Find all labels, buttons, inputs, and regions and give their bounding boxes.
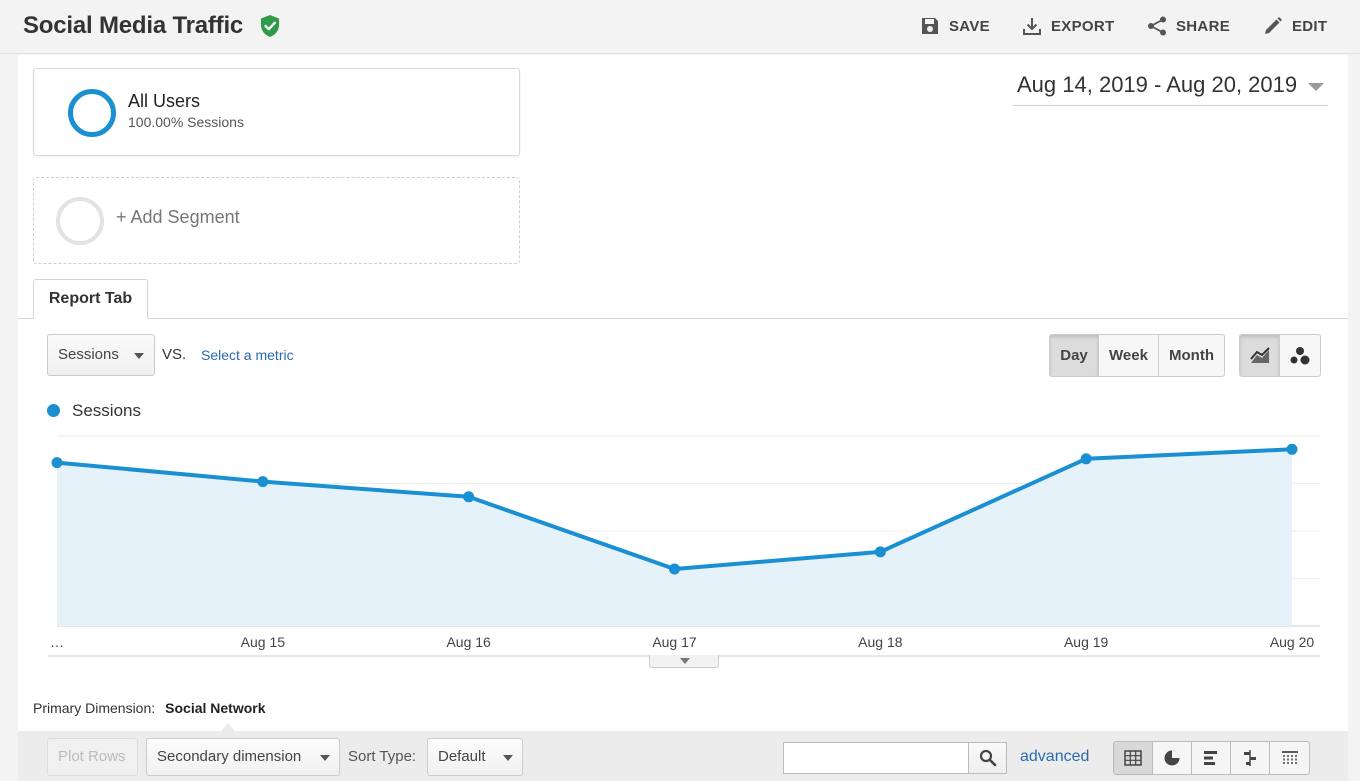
dimension-pointer [221, 723, 235, 731]
date-range-text: Aug 14, 2019 - Aug 20, 2019 [1017, 72, 1298, 97]
x-tick-label: Aug 15 [241, 634, 286, 650]
pie-view-button[interactable] [1153, 742, 1192, 774]
tab-divider [18, 318, 1348, 319]
granularity-toggle: Day Week Month [1049, 334, 1225, 377]
bubble-chart-icon [1290, 346, 1310, 364]
page-title: Social Media Traffic [23, 12, 244, 39]
segment-card-all-users[interactable]: All Users 100.00% Sessions [33, 68, 520, 156]
verified-shield-icon [261, 15, 279, 37]
add-segment-label: + Add Segment [116, 207, 240, 227]
date-range-picker[interactable]: Aug 14, 2019 - Aug 20, 2019 [1013, 70, 1328, 106]
data-point[interactable] [257, 476, 269, 488]
legend-dot-sessions [47, 404, 60, 417]
pie-chart-icon [1164, 750, 1180, 766]
line-chart-icon [1249, 346, 1270, 363]
caret-down-icon [320, 755, 330, 761]
export-label: EXPORT [1051, 17, 1115, 35]
data-point[interactable] [1286, 443, 1298, 455]
plot-rows-button[interactable]: Plot Rows [47, 738, 138, 776]
data-point[interactable] [51, 457, 63, 469]
chart-type-toggle [1239, 334, 1321, 377]
share-icon [1148, 16, 1166, 36]
day-button[interactable]: Day [1050, 335, 1099, 376]
motion-chart-button[interactable] [1280, 335, 1320, 376]
save-button[interactable]: SAVE [919, 14, 990, 38]
edit-button[interactable]: EDIT [1262, 14, 1327, 38]
share-label: SHARE [1176, 17, 1231, 35]
legend-label-sessions: Sessions [72, 401, 141, 420]
caret-down-icon [680, 658, 690, 664]
data-point[interactable] [463, 491, 475, 503]
data-table-view-button[interactable] [1114, 742, 1153, 774]
x-tick-label: Aug 16 [446, 634, 491, 650]
performance-view-button[interactable] [1192, 742, 1231, 774]
pencil-icon [1265, 17, 1282, 34]
x-tick-label: Aug 19 [1064, 634, 1109, 650]
data-point[interactable] [1080, 453, 1092, 465]
add-segment-card[interactable]: + Add Segment [33, 177, 520, 264]
search-icon [979, 749, 996, 767]
metric-dropdown-value: Sessions [58, 346, 119, 363]
save-label: SAVE [949, 17, 990, 35]
pivot-table-icon [1281, 751, 1298, 765]
x-axis-labels: … Aug 15 Aug 16 Aug 17 Aug 18 Aug 19 Aug 20 [50, 634, 1314, 650]
x-tick-label: Aug 18 [858, 634, 903, 650]
week-button[interactable]: Week [1099, 335, 1159, 376]
share-button[interactable]: SHARE [1146, 14, 1230, 38]
advanced-filter-link[interactable]: advanced [1020, 748, 1090, 765]
primary-dimension-label: Primary Dimension: [33, 700, 156, 716]
sort-type-dropdown[interactable]: Default [427, 738, 523, 776]
segment-name: All Users [128, 91, 201, 111]
save-icon [922, 18, 938, 34]
search-button[interactable] [968, 742, 1007, 774]
pivot-view-button[interactable] [1270, 742, 1309, 774]
primary-dimension: Primary Dimension: Social Network [33, 700, 266, 716]
data-point[interactable] [874, 546, 886, 558]
empty-segment-ring-icon [56, 197, 104, 245]
sort-type-value: Default [438, 748, 486, 765]
caret-down-icon [134, 353, 144, 359]
sort-type-label: Sort Type: [348, 748, 417, 765]
table-view-toggle [1113, 741, 1310, 775]
month-button[interactable]: Month [1169, 347, 1214, 364]
comparison-icon [1244, 750, 1256, 766]
select-metric-link[interactable]: Select a metric [201, 347, 294, 363]
bar-chart-horizontal-icon [1204, 751, 1217, 765]
download-icon [1023, 18, 1041, 35]
segment-percentage: 100.00% Sessions [128, 114, 244, 130]
chart-collapse-toggle[interactable] [649, 655, 719, 668]
primary-dimension-value[interactable]: Social Network [165, 700, 266, 716]
metric-dropdown[interactable]: Sessions [47, 334, 155, 376]
comparison-view-button[interactable] [1231, 742, 1270, 774]
export-button[interactable]: EXPORT [1021, 14, 1114, 38]
x-tick-label: … [50, 634, 64, 650]
vs-label: VS. [162, 346, 187, 363]
table-search-input[interactable] [783, 742, 969, 774]
caret-down-icon [503, 755, 513, 761]
secondary-dimension-label: Secondary dimension [157, 748, 302, 765]
x-tick-label: Aug 17 [652, 634, 697, 650]
edit-label: EDIT [1292, 17, 1328, 35]
sessions-points [51, 443, 1298, 575]
report-header: Social Media Traffic SAVE EXPORT SHARE [0, 0, 1360, 54]
segment-ring-icon [68, 89, 116, 137]
chevron-down-icon [1308, 83, 1324, 91]
secondary-dimension-dropdown[interactable]: Secondary dimension [146, 738, 340, 776]
x-tick-label: Aug 20 [1270, 634, 1315, 650]
grid-table-icon [1124, 750, 1142, 766]
data-point[interactable] [669, 563, 680, 575]
tab-report[interactable]: Report Tab [33, 279, 148, 319]
line-chart-button[interactable] [1240, 335, 1280, 376]
sessions-area [57, 449, 1292, 626]
